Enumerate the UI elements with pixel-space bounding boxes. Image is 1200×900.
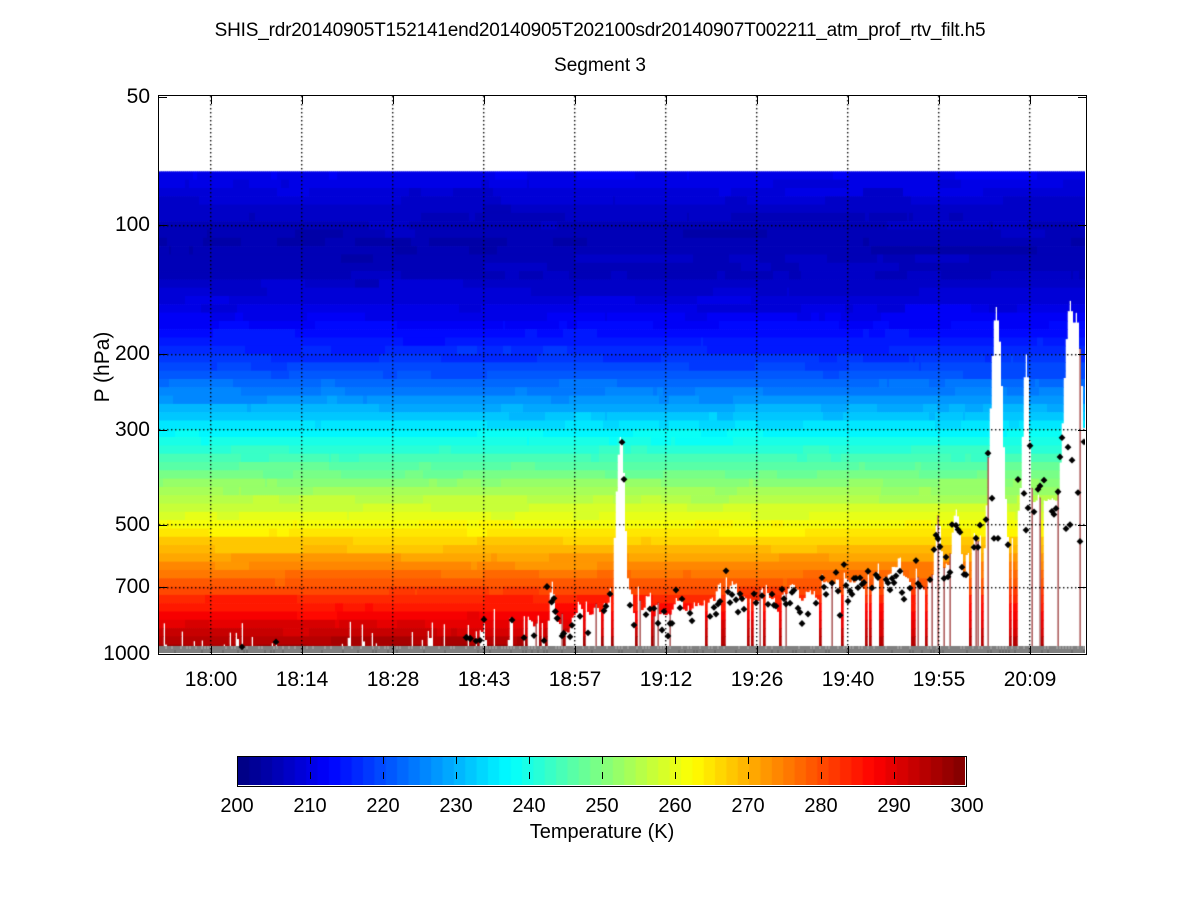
x-tick-label: 18:28 [366, 668, 420, 691]
colorbar-tick-mark [529, 772, 530, 779]
x-tick-mark [666, 95, 667, 104]
x-tick-mark [484, 95, 485, 104]
y-tick-mark [1078, 429, 1087, 431]
x-tick-mark [211, 646, 212, 655]
colorbar-tick-label: 290 [877, 795, 911, 817]
y-tick-mark [1078, 354, 1087, 356]
colorbar-tick-mark [748, 772, 749, 779]
y-tick-label: 500 [114, 512, 150, 536]
y-tick-mark [158, 225, 167, 227]
x-tick-label: 19:40 [821, 668, 875, 691]
x-tick-mark [757, 95, 758, 104]
colorbar-tick-mark [602, 757, 603, 764]
x-tick-mark [1030, 95, 1031, 104]
y-tick-mark [158, 96, 167, 98]
y-tick-mark [158, 653, 167, 655]
y-tick-mark [158, 429, 167, 431]
colorbar-tick-mark [894, 757, 895, 764]
colorbar-tick-mark [821, 757, 822, 764]
colorbar-tick-mark [383, 772, 384, 779]
x-tick-mark [393, 646, 394, 655]
colorbar-tick-label: 220 [366, 795, 400, 817]
colorbar-tick-mark [383, 757, 384, 764]
y-axis-label: P (hPa) [91, 331, 114, 403]
x-tick-mark [666, 646, 667, 655]
y-tick-label: 100 [114, 213, 150, 237]
x-tick-mark [1030, 646, 1031, 655]
colorbar-label: Temperature (K) [529, 821, 675, 843]
colorbar [237, 756, 967, 787]
x-tick-label: 18:43 [457, 668, 511, 691]
colorbar-tick-label: 210 [293, 795, 327, 817]
x-tick-mark [575, 95, 576, 104]
x-tick-label: 18:00 [184, 668, 238, 691]
y-axis-tick-labels: 50 100 200 300 500 700 1000 [38, 85, 150, 665]
colorbar-tick-label: 260 [658, 795, 692, 817]
colorbar-tick-label: 230 [439, 795, 473, 817]
y-tick-label: 200 [114, 342, 150, 366]
y-tick-mark [1078, 524, 1087, 526]
figure-title-line2: Segment 3 [554, 55, 646, 76]
x-tick-mark [302, 95, 303, 104]
y-tick-mark [158, 524, 167, 526]
colorbar-tick-mark [602, 772, 603, 779]
y-tick-label: 1000 [103, 641, 150, 665]
colorbar-tick-label: 250 [585, 795, 619, 817]
x-tick-label: 19:26 [730, 668, 784, 691]
x-tick-mark [302, 646, 303, 655]
colorbar-tick-label: 270 [731, 795, 765, 817]
colorbar-tick-label: 280 [804, 795, 838, 817]
colorbar-gradient [238, 757, 965, 785]
colorbar-tick-mark [310, 757, 311, 764]
x-tick-mark [393, 95, 394, 104]
y-tick-mark [158, 587, 167, 589]
x-tick-mark [939, 95, 940, 104]
colorbar-tick-mark [675, 772, 676, 779]
grid-lines [159, 96, 1085, 653]
x-tick-label: 18:57 [548, 668, 602, 691]
figure-title-line1: SHIS_rdr20140905T152141end20140905T20210… [214, 20, 986, 41]
x-tick-mark [848, 95, 849, 104]
colorbar-tick-label: 300 [950, 795, 984, 817]
x-tick-mark [848, 646, 849, 655]
colorbar-tick-label: 240 [512, 795, 546, 817]
x-tick-label: 19:12 [639, 668, 693, 691]
y-tick-mark [1078, 96, 1087, 98]
x-tick-mark [211, 95, 212, 104]
x-tick-label: 19:55 [912, 668, 966, 691]
colorbar-tick-mark [821, 772, 822, 779]
x-tick-mark [484, 646, 485, 655]
y-tick-mark [1078, 653, 1087, 655]
x-tick-label: 20:09 [1003, 668, 1057, 691]
colorbar-tick-mark [748, 757, 749, 764]
y-tick-mark [1078, 587, 1087, 589]
y-tick-label: 700 [114, 575, 150, 599]
colorbar-tick-mark [456, 772, 457, 779]
colorbar-tick-mark [894, 772, 895, 779]
colorbar-tick-label: 200 [220, 795, 254, 817]
y-tick-label: 50 [126, 84, 150, 108]
y-tick-mark [1078, 225, 1087, 227]
colorbar-tick-mark [675, 757, 676, 764]
colorbar-tick-mark [529, 757, 530, 764]
y-tick-label: 300 [114, 417, 150, 441]
x-tick-mark [939, 646, 940, 655]
y-tick-mark [158, 354, 167, 356]
colorbar-tick-mark [456, 757, 457, 764]
colorbar-tick-mark [310, 772, 311, 779]
x-tick-mark [757, 646, 758, 655]
x-tick-label: 18:14 [275, 668, 329, 691]
plot-axes [158, 95, 1087, 655]
x-tick-mark [575, 646, 576, 655]
